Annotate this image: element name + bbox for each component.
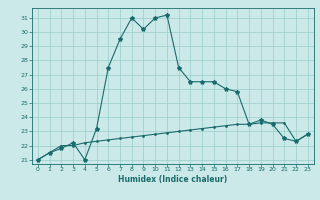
X-axis label: Humidex (Indice chaleur): Humidex (Indice chaleur) (118, 175, 228, 184)
